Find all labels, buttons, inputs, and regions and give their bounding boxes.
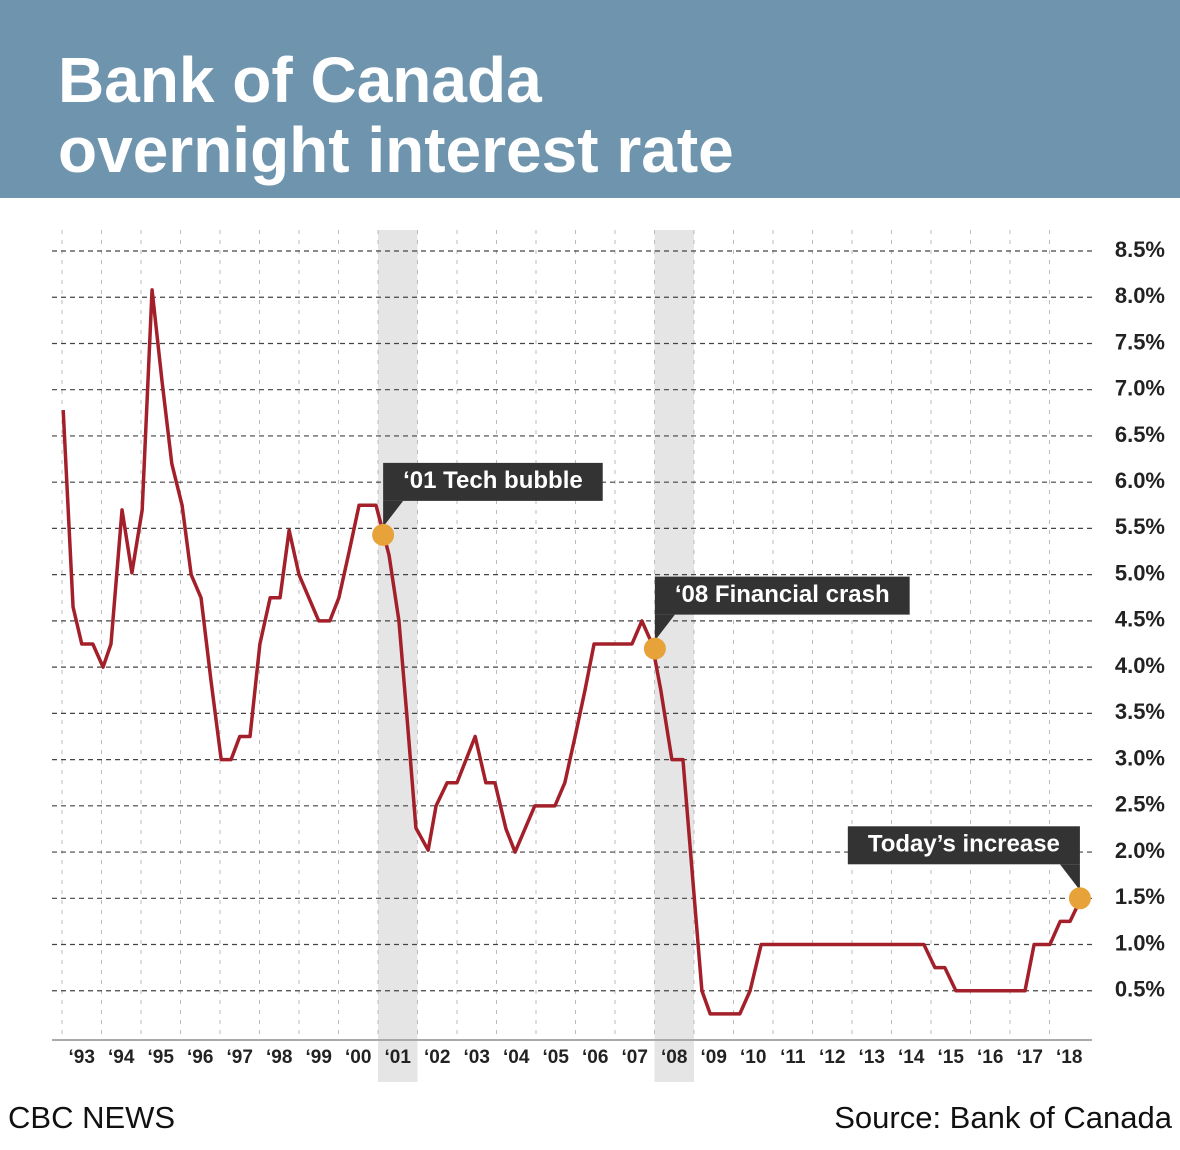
x-tick-label: ‘97 xyxy=(227,1047,253,1068)
y-tick-label: 5.0% xyxy=(1115,560,1165,585)
x-tick-label: ‘03 xyxy=(464,1047,490,1068)
rate-line xyxy=(61,288,1083,1016)
annotation-box xyxy=(654,576,910,615)
chart-title: overnight interest rate xyxy=(58,114,734,186)
y-tick-label: 2.5% xyxy=(1115,792,1165,817)
x-tick-label: ‘14 xyxy=(898,1047,925,1068)
x-tick-label: ‘08 xyxy=(661,1047,687,1068)
header-band xyxy=(0,0,1180,198)
annotation-text: ‘08 Financial crash xyxy=(675,581,890,608)
y-tick-label: 3.0% xyxy=(1115,745,1165,770)
annotation-pointer xyxy=(383,500,404,527)
y-tick-label: 0.5% xyxy=(1115,977,1165,1002)
annotation: ‘08 Financial crash xyxy=(643,576,910,660)
y-tick-label: 1.5% xyxy=(1115,884,1165,909)
x-tick-label: ‘00 xyxy=(345,1047,371,1068)
foreground-layer: ‘93 ‘94 ‘95 ‘96 ‘97 ‘98 ‘99 ‘00 ‘01 ‘02 ‘03 ‘04 ‘05 ‘… xyxy=(61,237,1165,1068)
x-tick-label: ‘95 xyxy=(148,1047,175,1068)
x-tick-label: ‘98 xyxy=(266,1047,292,1068)
x-tick-label: ‘15 xyxy=(938,1047,965,1068)
x-tick-label: ‘07 xyxy=(622,1047,648,1068)
x-tick-label: ‘04 xyxy=(503,1047,530,1068)
annotation-dot xyxy=(643,637,666,660)
chart-title: Bank of Canada xyxy=(58,44,542,116)
x-tick-label: ‘06 xyxy=(582,1047,608,1068)
y-tick-label: 3.5% xyxy=(1115,699,1165,724)
x-tick-label: ‘16 xyxy=(977,1047,1003,1068)
x-tick-label: ‘99 xyxy=(306,1047,332,1068)
x-tick-label: ‘01 xyxy=(385,1047,412,1068)
y-tick-label: 4.0% xyxy=(1115,653,1165,678)
x-tick-label: ‘02 xyxy=(424,1047,450,1068)
y-tick-label: 6.0% xyxy=(1115,468,1165,493)
annotation-pointer xyxy=(654,614,675,641)
y-tick-label: 8.5% xyxy=(1115,237,1165,262)
y-tick-label: 1.0% xyxy=(1115,930,1165,955)
x-tick-label: ‘13 xyxy=(859,1047,885,1068)
annotation: Today’s increase xyxy=(847,826,1091,910)
y-tick-label: 2.0% xyxy=(1115,838,1165,863)
annotation-text: ‘01 Tech bubble xyxy=(403,467,583,494)
y-tick-label: 4.5% xyxy=(1115,607,1165,632)
x-tick-label: ‘12 xyxy=(819,1047,845,1068)
shaded-range xyxy=(378,230,418,1082)
annotation: ‘01 Tech bubble xyxy=(372,462,603,546)
y-tick-label: 5.5% xyxy=(1115,514,1165,539)
y-tick-label: 6.5% xyxy=(1115,422,1165,447)
x-tick-label: ‘10 xyxy=(740,1047,766,1068)
annotation-text: Today’s increase xyxy=(868,831,1060,858)
y-tick-label: 7.5% xyxy=(1115,329,1165,354)
annotation-dot xyxy=(372,523,395,546)
annotation-pointer xyxy=(1059,864,1080,891)
source: Source: Bank of Canada xyxy=(834,1100,1173,1135)
annotation-box xyxy=(383,462,603,501)
x-tick-label: ‘96 xyxy=(187,1047,213,1068)
x-tick-label: ‘93 xyxy=(69,1047,95,1068)
x-tick-label: ‘05 xyxy=(543,1047,570,1068)
annotation-dot xyxy=(1068,887,1091,910)
x-tick-label: ‘18 xyxy=(1056,1047,1082,1068)
x-tick-label: ‘17 xyxy=(1017,1047,1043,1068)
brand: CBC NEWS xyxy=(8,1100,175,1135)
y-tick-label: 7.0% xyxy=(1115,376,1165,401)
x-tick-label: ‘09 xyxy=(701,1047,727,1068)
x-tick-label: ‘94 xyxy=(108,1047,135,1068)
annotation-box xyxy=(847,826,1080,865)
y-tick-label: 8.0% xyxy=(1115,283,1165,308)
x-tick-label: ‘11 xyxy=(780,1047,806,1068)
